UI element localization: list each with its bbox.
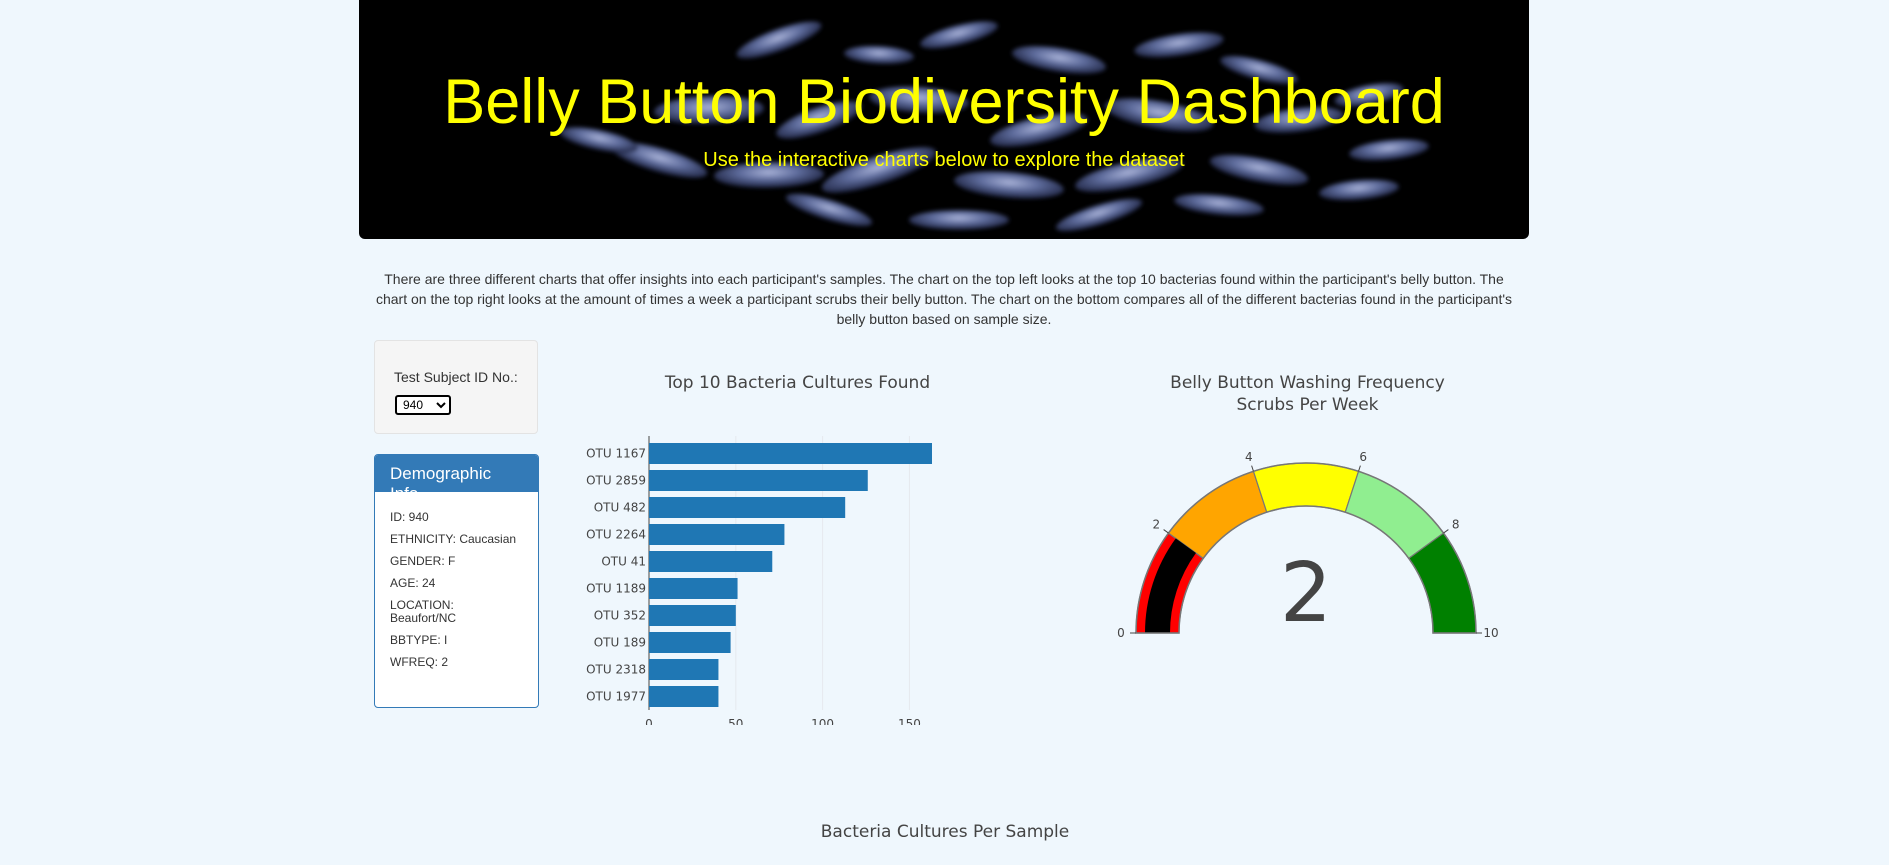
bar-chart-bar[interactable]: [649, 497, 846, 518]
bacteria-cell-shape: [1055, 198, 1143, 232]
gauge-tick: [1358, 465, 1361, 472]
demo-id: ID: 940: [390, 510, 429, 524]
bar-chart-y-tick-label: OTU 2859: [586, 474, 646, 488]
bacteria-cell-shape: [1012, 46, 1106, 74]
bubble-chart-title: Bacteria Cultures Per Sample: [820, 822, 1070, 842]
bar-chart-y-tick-label: OTU 41: [601, 555, 646, 569]
bar-chart-x-tick-label: 50: [728, 717, 743, 725]
subject-id-select[interactable]: 940: [395, 395, 451, 415]
demo-wfreq: WFREQ: 2: [390, 655, 449, 669]
gauge-tick: [1443, 529, 1449, 534]
bar-chart-bar[interactable]: [649, 551, 773, 572]
bacteria-cell-shape: [785, 193, 873, 227]
gauge-tick-label: 8: [1452, 517, 1460, 531]
bar-chart-bar[interactable]: [649, 659, 719, 680]
gauge-band: [1252, 462, 1360, 513]
demo-location: LOCATION: Beaufort/NC: [390, 598, 457, 625]
bacteria-cell-shape: [1254, 106, 1344, 134]
gauge-tick-label: 0: [1117, 626, 1125, 640]
demographic-info-heading: Demographic Info: [375, 455, 538, 503]
bacteria-cell-shape: [714, 161, 824, 189]
bacteria-cell-shape: [954, 171, 1064, 199]
header-banner: Belly Button Biodiversity Dashboard Use …: [359, 0, 1529, 239]
gauge-chart[interactable]: 0 2 4 6 8 10 2: [1100, 440, 1520, 660]
bacteria-cell-shape: [1334, 83, 1404, 107]
bar-chart-bar[interactable]: [649, 686, 719, 707]
bar-chart-y-tick-label: OTU 352: [594, 609, 646, 623]
bacteria-background-image: [559, 21, 1429, 232]
bacteria-cell-shape: [559, 127, 639, 153]
bar-chart-y-tick-label: OTU 1167: [586, 447, 646, 461]
gauge-tick-label: 10: [1483, 626, 1498, 640]
gauge-title-line1: Belly Button Washing Frequency: [1170, 373, 1445, 393]
demo-gender: GENDER: F: [390, 554, 456, 568]
bar-chart-x-tick-label: 100: [811, 717, 834, 725]
gauge-tick-label: 4: [1245, 450, 1253, 464]
bacteria-cell-shape: [844, 45, 914, 65]
bacteria-cell-shape: [736, 21, 822, 59]
bar-chart-x-tick-label: 150: [898, 717, 921, 725]
bacteria-cell-shape: [1349, 139, 1429, 161]
gauge-tick-label: 2: [1153, 517, 1161, 531]
bacteria-cell-shape: [869, 86, 969, 114]
bacteria-cell-shape: [1134, 32, 1224, 58]
gauge-outline: [1135, 462, 1477, 634]
demo-ethnicity: ETHNICITY: Caucasian: [390, 532, 517, 546]
bacteria-cell-shape: [1319, 179, 1399, 201]
bacteria-cell-shape: [1220, 55, 1298, 85]
bacteria-cell-shape: [990, 113, 1088, 147]
bar-chart-bar[interactable]: [649, 443, 932, 464]
bar-chart[interactable]: OTU 1167 OTU 2859 OTU 482 OTU 2264 OTU 41 OTU…: [560, 425, 940, 725]
gauge-title-line2: Scrubs Per Week: [1236, 395, 1379, 415]
bar-chart-bar[interactable]: [649, 632, 731, 653]
subject-selector-label: Test Subject ID No.:: [394, 369, 518, 385]
bar-chart-x-tick-label: 0: [645, 717, 653, 725]
subject-selector-panel: Test Subject ID No.: 940: [374, 340, 538, 434]
page-title: Belly Button Biodiversity Dashboard: [443, 67, 1445, 137]
bar-chart-y-tick-label: OTU 482: [594, 501, 646, 515]
bacteria-cell-shape: [1104, 98, 1214, 132]
bacteria-cell-shape: [1174, 193, 1264, 217]
bar-chart-y-tick-label: OTU 1977: [586, 690, 646, 704]
bar-chart-bar[interactable]: [649, 605, 736, 626]
gauge-tick-label: 6: [1359, 450, 1367, 464]
bar-chart-y-tick-label: OTU 1189: [586, 582, 646, 596]
bacteria-cell-shape: [776, 101, 862, 139]
bar-chart-title: Top 10 Bacteria Cultures Found: [664, 373, 931, 393]
bar-chart-bar[interactable]: [649, 470, 868, 491]
bacteria-cell-shape: [920, 21, 998, 49]
page-subtitle: Use the interactive charts below to expl…: [703, 149, 1185, 171]
gauge-tick: [1163, 529, 1169, 534]
demographic-info-panel: Demographic Info ID: 940 ETHNICITY: Cauc…: [374, 454, 539, 708]
bacteria-cell-shape: [1209, 154, 1309, 186]
bacteria-cell-shape: [909, 210, 1009, 230]
bacteria-cell-shape: [654, 95, 764, 125]
gauge-value-number: 2: [1280, 546, 1332, 641]
bar-chart-y-tick-label: OTU 2318: [586, 663, 646, 677]
gauge-tick: [1251, 465, 1254, 472]
demo-bbtype: BBTYPE: I: [390, 633, 448, 647]
bar-chart-bar[interactable]: [649, 524, 785, 545]
demographic-info-body: ID: 940 ETHNICITY: Caucasian GENDER: F A…: [375, 492, 538, 669]
bar-chart-y-tick-label: OTU 2264: [586, 528, 646, 542]
intro-text: There are three different charts that of…: [375, 271, 1513, 327]
gauge-value-bar: [1145, 538, 1196, 633]
bar-chart-y-tick-label: OTU 189: [594, 636, 646, 650]
bacteria-cell-shape: [1075, 157, 1183, 193]
gauge-chart-title: Belly Button Washing Frequency Scrubs Pe…: [1100, 372, 1515, 416]
bar-chart-bar[interactable]: [649, 578, 738, 599]
bacteria-cell-shape: [821, 147, 937, 193]
demo-age: AGE: 24: [390, 576, 436, 590]
